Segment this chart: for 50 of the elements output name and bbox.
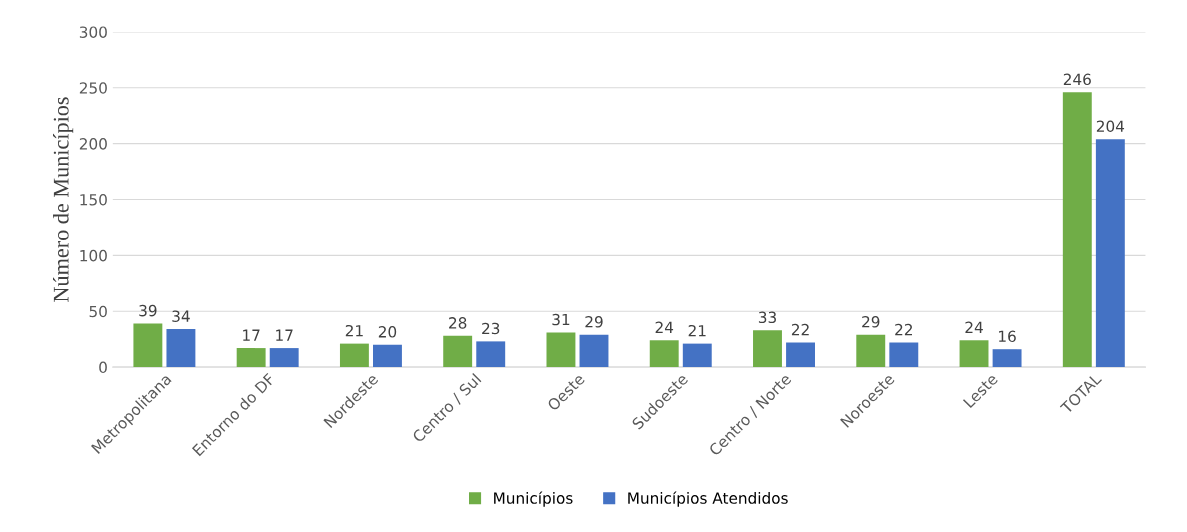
- y-axis-title: Número de Municípios: [53, 97, 74, 302]
- bar: [649, 340, 679, 368]
- bar: [856, 334, 886, 368]
- data-label: 33: [758, 311, 776, 324]
- legend-label: Municípios: [494, 491, 573, 507]
- y-tick-label: 150: [80, 193, 107, 206]
- data-label: 21: [688, 324, 706, 337]
- y-tick-label: 300: [79, 26, 107, 38]
- data-label: 29: [585, 316, 603, 328]
- bar: [786, 342, 815, 368]
- bar: [579, 334, 609, 368]
- bar: [959, 340, 989, 368]
- data-label: 39: [139, 304, 157, 317]
- y-tick-label: 50: [89, 305, 107, 318]
- bar: [236, 348, 266, 368]
- bar: [339, 343, 369, 368]
- data-label: 17: [276, 329, 293, 341]
- data-label: 23: [482, 322, 500, 335]
- bar: [373, 344, 402, 368]
- bar: [753, 330, 782, 368]
- bar: [1062, 92, 1092, 368]
- data-label: 28: [449, 317, 467, 329]
- bar: [682, 343, 712, 368]
- bar: [889, 342, 919, 368]
- bar: [1095, 139, 1125, 368]
- data-label: 24: [655, 321, 674, 333]
- y-tick-label: 200: [79, 138, 107, 150]
- data-label: 34: [172, 310, 190, 322]
- data-label: 16: [999, 330, 1016, 343]
- data-label: 22: [791, 323, 809, 336]
- data-label: 204: [1096, 120, 1125, 133]
- bar: [269, 348, 299, 368]
- bar: [546, 332, 576, 368]
- bar: [443, 335, 473, 368]
- data-label: 20: [378, 326, 397, 338]
- data-label: 22: [895, 323, 912, 336]
- data-label: 246: [1063, 73, 1091, 86]
- bar: [166, 329, 196, 368]
- bar: [133, 323, 163, 368]
- bar: [992, 349, 1022, 368]
- data-label: 29: [862, 316, 880, 328]
- y-tick-label: 100: [80, 249, 107, 262]
- data-label: 21: [345, 324, 363, 337]
- bar: [476, 341, 506, 368]
- y-tick-label: 0: [99, 361, 107, 374]
- data-label: 24: [965, 321, 983, 333]
- legend-label: Municípios Atendidos: [628, 491, 788, 507]
- y-tick-label: 250: [79, 82, 107, 94]
- data-label: 17: [243, 329, 260, 341]
- data-label: 31: [552, 313, 570, 326]
